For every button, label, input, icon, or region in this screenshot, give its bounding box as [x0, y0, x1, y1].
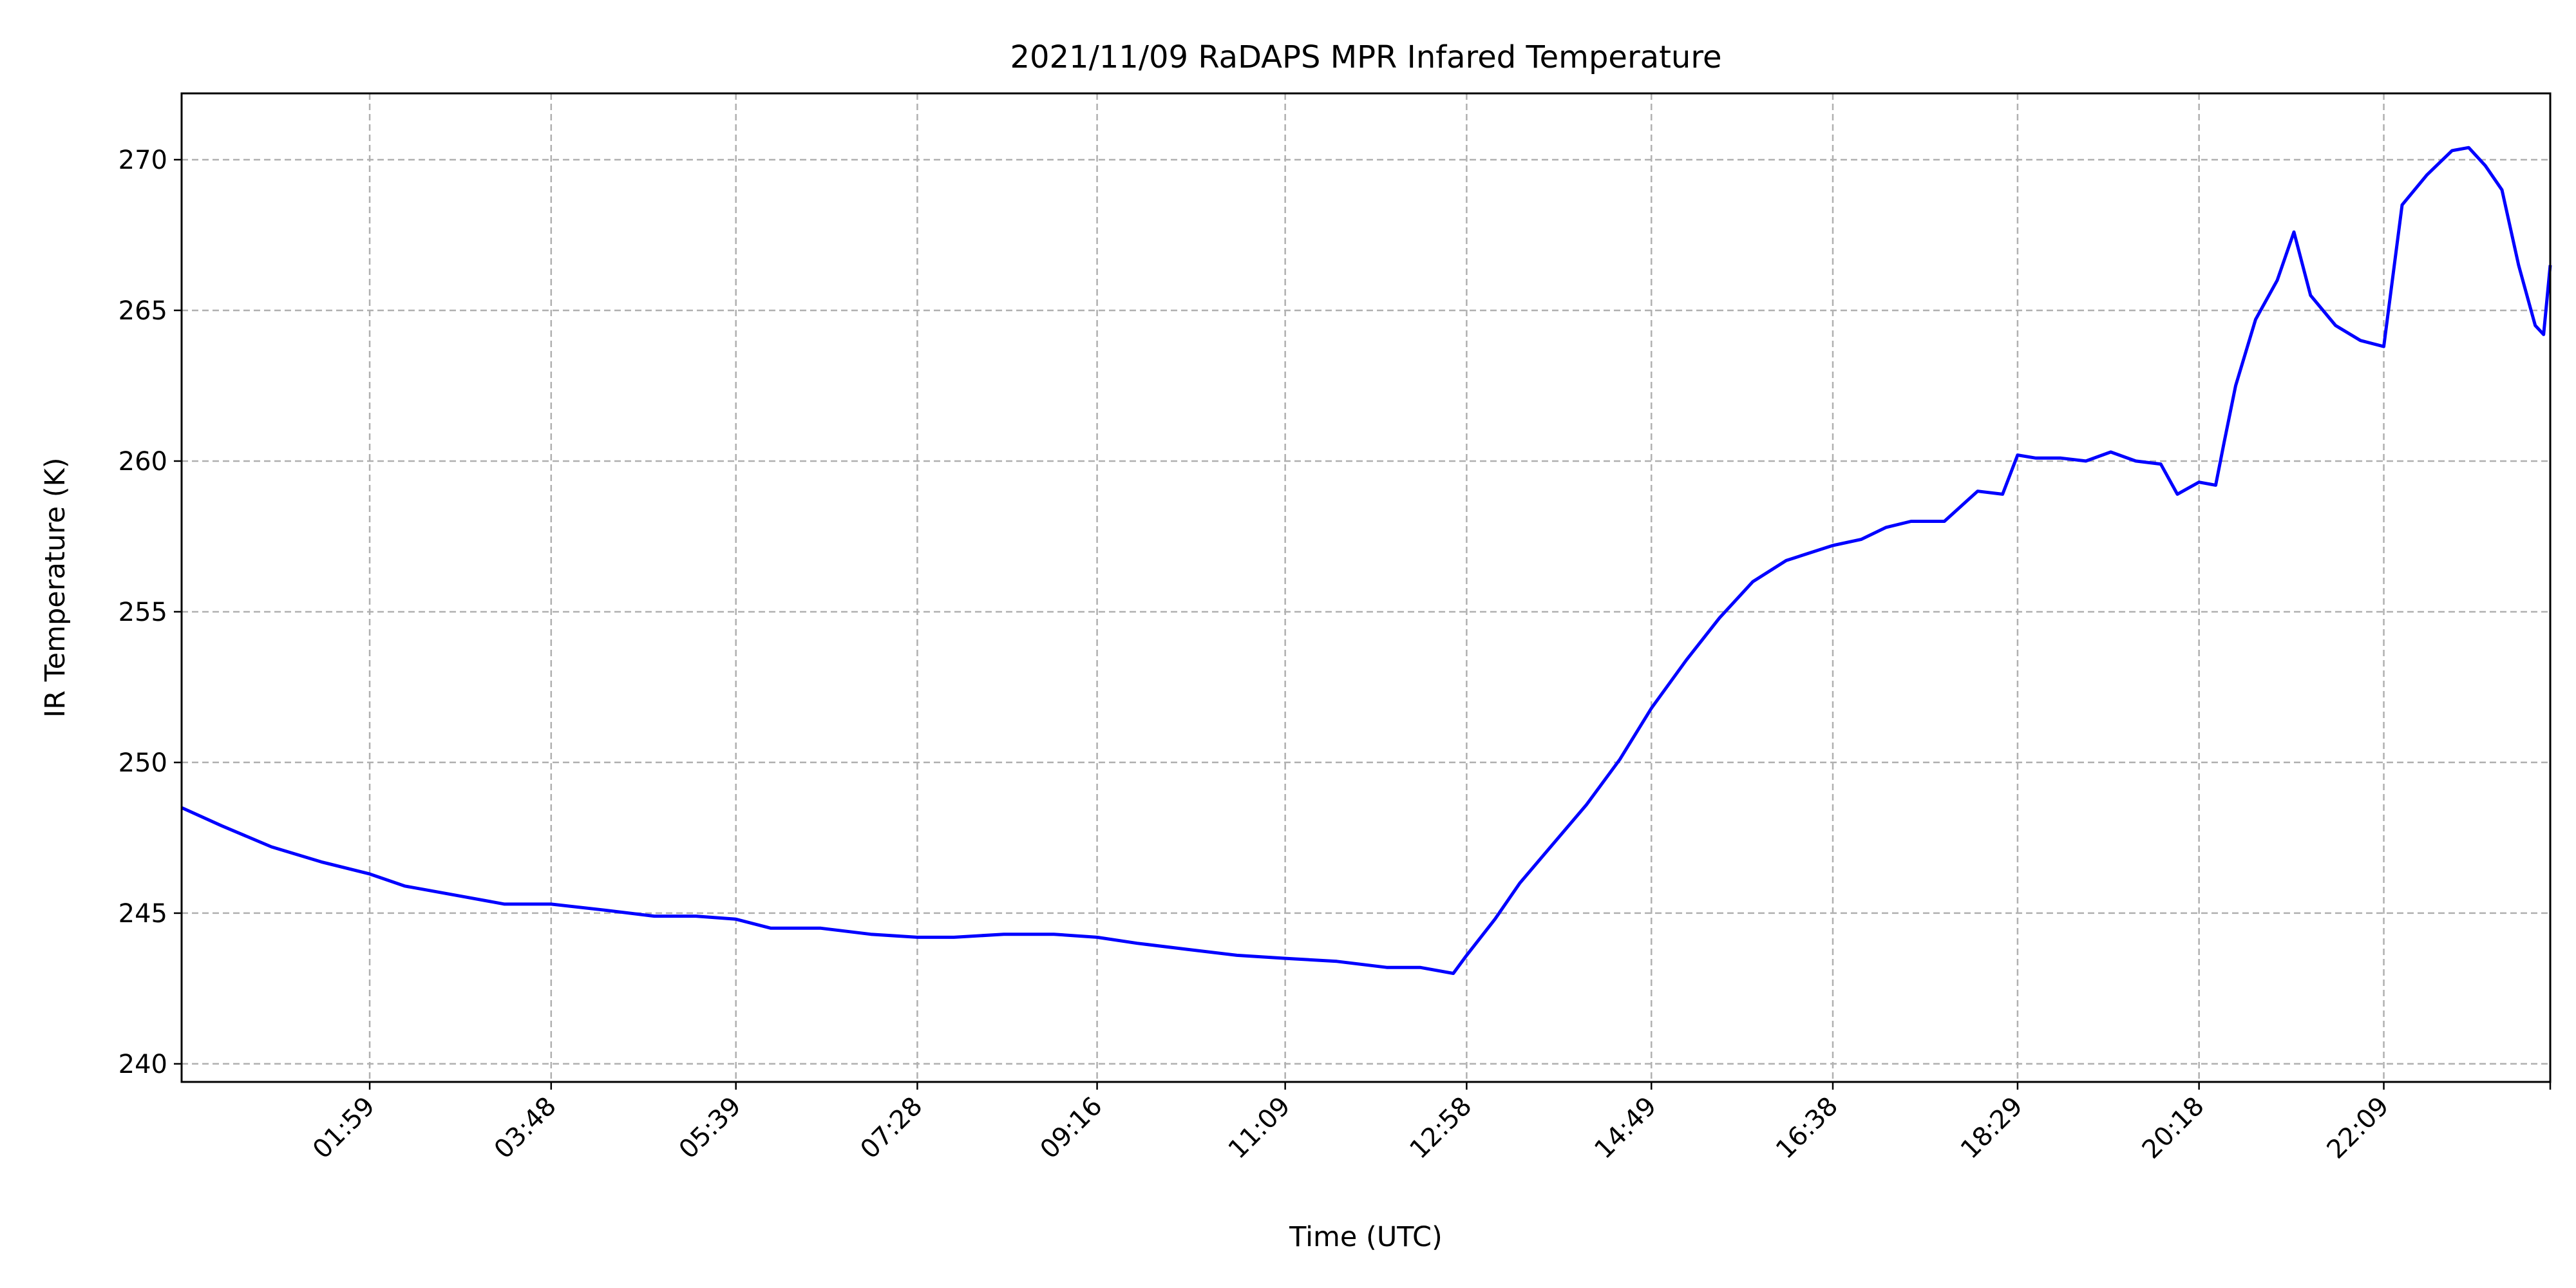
x-tick-label: 12:58 [1404, 1092, 1477, 1165]
y-tick-label: 270 [118, 146, 167, 175]
plot-frame [180, 92, 2552, 1083]
x-tick-label: 18:29 [1955, 1092, 2029, 1165]
x-axis-label: Time (UTC) [1289, 1221, 1443, 1253]
series-layer [180, 146, 2552, 975]
y-tick-label: 245 [118, 899, 167, 929]
y-tick-label: 255 [118, 598, 167, 627]
x-tick-label: 22:09 [2322, 1092, 2395, 1165]
grid [182, 93, 2552, 1082]
y-tick-label: 250 [118, 748, 167, 778]
x-tick-label: 03:48 [489, 1092, 562, 1165]
x-tick-label: 05:39 [674, 1092, 747, 1165]
series-line [180, 146, 2552, 975]
chart-title: 2021/11/09 RaDAPS MPR Infared Temperatur… [1010, 39, 1721, 75]
ticks: 240 245 250 255 260 265 270 01:59 03:48 05:39 07:2… [118, 146, 2552, 1165]
x-tick-label: 16:38 [1770, 1092, 1844, 1165]
x-tick-label: 09:16 [1035, 1092, 1108, 1165]
y-axis-label: IR Temperature (K) [39, 457, 71, 717]
x-tick-label: 20:18 [2137, 1092, 2210, 1165]
x-tick-label: 01:59 [307, 1092, 381, 1165]
x-tick-label: 14:49 [1589, 1092, 1662, 1165]
x-tick-label: 11:09 [1223, 1092, 1296, 1165]
y-tick-label: 265 [118, 296, 167, 326]
x-tick-label: 07:28 [855, 1092, 928, 1165]
y-tick-label: 260 [118, 447, 167, 477]
y-tick-label: 240 [118, 1050, 167, 1079]
